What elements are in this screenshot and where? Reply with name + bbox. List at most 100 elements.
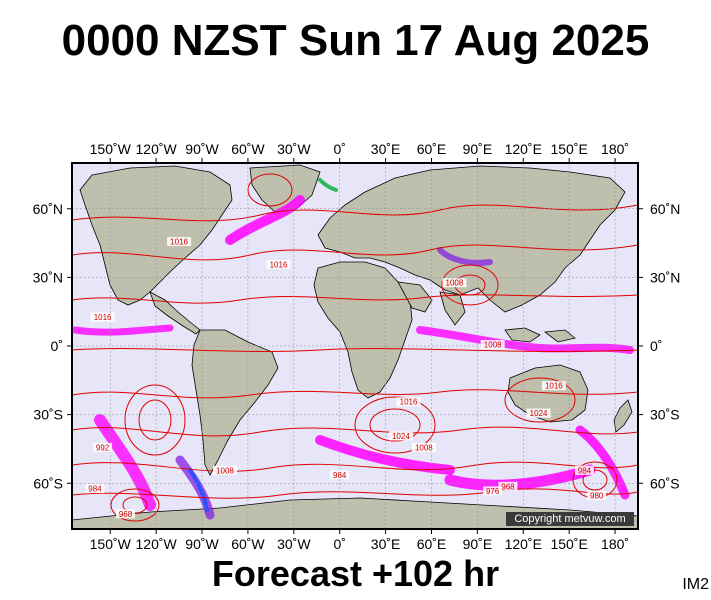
isobar-label-bg <box>388 431 413 441</box>
isobar-high-australia <box>504 377 576 423</box>
new-zealand <box>613 399 633 433</box>
longitude-label: 120˚E <box>505 536 542 552</box>
longitude-label: 60˚E <box>417 141 447 157</box>
longitude-label: 150˚W <box>90 536 132 552</box>
isobars <box>72 173 638 522</box>
isobar-label: 1024 <box>392 432 410 441</box>
precip-band-south-pacific <box>94 414 156 511</box>
isobar-label: 1016 <box>545 382 563 391</box>
precip-band-n-atlantic <box>225 195 305 245</box>
longitude-label: 150˚E <box>550 141 587 157</box>
isobar-label-bg <box>498 481 518 491</box>
isobar-labels: 1016 1016 1016 1008 1008 1016 1024 1016 1024 1008… <box>85 237 607 519</box>
isobar-label-bg <box>116 509 136 519</box>
isobar-label-bg <box>167 237 192 247</box>
longitude-label: 60˚E <box>417 536 447 552</box>
isobar-label: 980 <box>590 491 604 500</box>
isobar-low-tasman-inner <box>582 469 608 491</box>
latitude-label: 60˚S <box>33 475 63 491</box>
latitude-labels-right: 60˚N 30˚N 0˚ 30˚S 60˚S <box>650 201 680 492</box>
latitude-label: 60˚N <box>33 201 63 217</box>
longitude-label: 90˚E <box>463 141 493 157</box>
isobar-label-bg <box>85 484 105 494</box>
longitude-label: 60˚W <box>231 536 265 552</box>
isobar-sh-4 <box>72 488 638 499</box>
latitude-label: 0˚ <box>51 338 63 354</box>
isobar-label: 1008 <box>484 341 502 350</box>
isobar-label: 1016 <box>400 398 418 407</box>
page-title: 0000 NZST Sun 17 Aug 2025 <box>61 16 650 65</box>
precip-band-green-a <box>318 178 338 192</box>
precip-band-tasman <box>575 425 630 500</box>
longitude-label: 30˚E <box>371 141 401 157</box>
longitude-labels-bottom: 150˚W 120˚W 90˚W 60˚W 30˚W 0˚ 30˚E 60˚E 90˚E 120˚… <box>90 536 629 552</box>
longitude-label: 180˚ <box>601 536 629 552</box>
isobar-label: 1016 <box>94 313 112 322</box>
isobar-label-bg <box>483 486 503 496</box>
isobar-label-bg <box>574 465 594 475</box>
isobar-label-bg <box>541 381 566 391</box>
isobar-label-bg <box>480 340 505 349</box>
longitude-label: 150˚W <box>90 141 132 157</box>
latitude-label: 60˚N <box>650 201 680 217</box>
longitude-label: 120˚W <box>136 536 178 552</box>
isobar-label: 968 <box>501 482 515 491</box>
precip-band-south-atlantic <box>315 435 455 475</box>
latitude-label: 30˚S <box>650 407 680 423</box>
longitude-label: 120˚E <box>505 141 542 157</box>
isobar-label-bg <box>442 278 467 288</box>
isobar-sh-3 <box>72 461 638 472</box>
isobar-label: 1016 <box>170 238 188 247</box>
isobar-label: 984 <box>88 485 102 494</box>
isobar-sh-2 <box>72 426 638 437</box>
isobar-label: 984 <box>578 466 592 475</box>
longitude-label: 90˚W <box>185 536 219 552</box>
longitude-label: 90˚E <box>463 536 493 552</box>
isobar-nh-2 <box>72 244 638 261</box>
isobar-label: 992 <box>96 443 110 452</box>
isobar-label: 984 <box>333 471 347 480</box>
isobar-label-bg <box>526 408 551 418</box>
precip-band-violet-b <box>437 247 493 266</box>
longitude-labels-top: 150˚W 120˚W 90˚W 60˚W 30˚W 0˚ 30˚E 60˚E 90˚E 120˚… <box>90 141 629 157</box>
isobar-low-asia <box>441 264 499 306</box>
latitude-labels-left: 60˚N 30˚N 0˚ 30˚S 60˚S <box>33 201 63 492</box>
latitude-label: 30˚N <box>33 269 63 285</box>
longitude-label: 150˚E <box>550 536 587 552</box>
isobar-label-bg <box>212 465 237 475</box>
isobar-label-bg <box>90 312 115 322</box>
isobar-low-n-atlantic <box>247 173 293 207</box>
longitude-label: 180˚ <box>601 141 629 157</box>
isobar-label: 1016 <box>270 260 288 269</box>
isobar-sh-1 <box>72 389 638 399</box>
precip-band-tropics <box>416 326 634 354</box>
longitude-label: 0˚ <box>333 536 345 552</box>
isobar-nh-1 <box>72 204 638 222</box>
isobar-label: 1008 <box>415 443 433 452</box>
axis-ticks <box>67 158 643 534</box>
isobar-low-s-pacific <box>110 488 160 522</box>
se-asia-islands <box>504 327 576 343</box>
isobar-high-s-pacific <box>124 384 186 456</box>
central-america <box>149 291 201 335</box>
latitude-label: 30˚S <box>33 407 63 423</box>
isobar-label: 1008 <box>216 466 234 475</box>
longitude-label: 60˚W <box>231 141 265 157</box>
graticule <box>72 163 638 529</box>
longitude-label: 0˚ <box>333 141 345 157</box>
africa <box>313 261 413 399</box>
longitude-label: 30˚W <box>277 141 311 157</box>
isobar-label-bg <box>266 259 291 269</box>
isobar-high-s-atlantic <box>354 396 436 454</box>
latitude-label: 60˚S <box>650 475 680 491</box>
longitude-label: 30˚W <box>277 536 311 552</box>
latitude-label: 0˚ <box>650 338 662 354</box>
latitude-label: 30˚N <box>650 269 680 285</box>
copyright-badge: Copyright metvuw.com <box>506 512 634 526</box>
isobar-label-bg <box>396 397 421 407</box>
isobar-high-s-atlantic-inner <box>369 408 421 442</box>
precip-band-n-pacific <box>72 324 174 336</box>
longitude-label: 120˚W <box>136 141 178 157</box>
forecast-hour-label: Forecast +102 hr <box>211 553 500 594</box>
